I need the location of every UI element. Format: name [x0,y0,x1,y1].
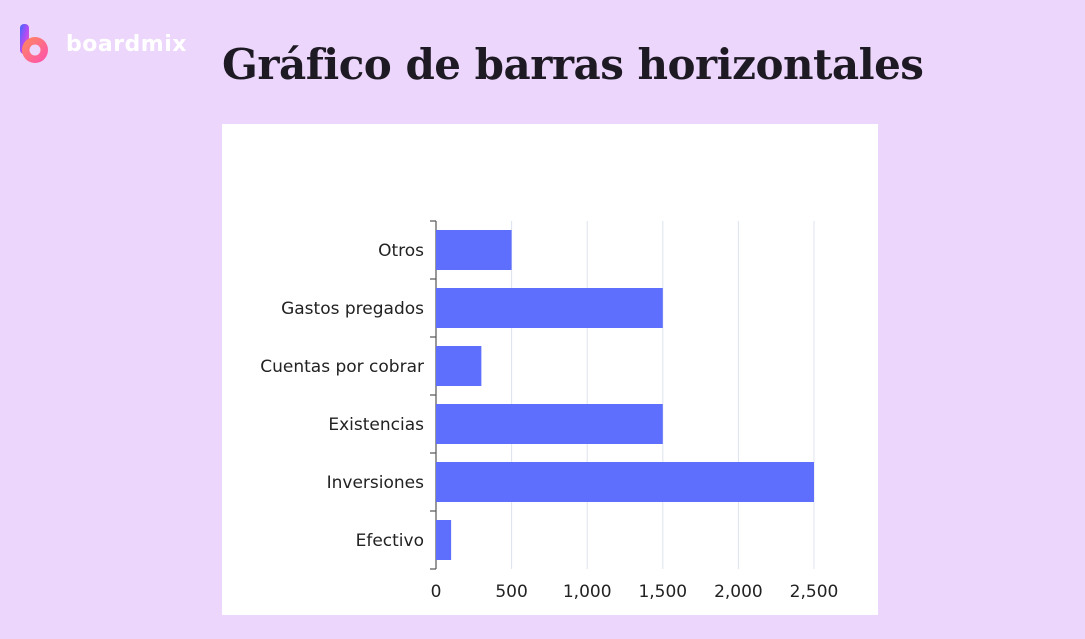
bar-cuentas-por-cobrar [436,346,482,386]
y-category-label: Otros [378,241,424,261]
brand-name: boardmix [66,31,187,57]
y-category-label: Existencias [328,415,424,435]
x-tick-label: 500 [495,582,527,602]
chart-panel: 0 500 1,000 1,500 2,000 2,500 Otros Gastos preg… [222,124,878,615]
bar-existencias [436,404,663,444]
y-category-label: Inversiones [327,473,425,493]
y-category-label: Efectivo [356,531,424,551]
bar-gastos-pregados [436,288,663,328]
bar-efectivo [436,520,452,560]
page-title: Gráfico de barras horizontales [222,40,924,89]
x-tick-label: 2,000 [714,582,763,602]
boardmix-logo-icon [18,22,52,66]
bar-inversiones [436,462,814,502]
x-tick-label: 2,500 [790,582,839,602]
y-category-label: Cuentas por cobrar [260,357,424,377]
y-category-label: Gastos pregados [281,299,424,319]
x-tick-label: 1,500 [638,582,687,602]
brand-logo: boardmix [18,22,187,66]
x-tick-label: 1,000 [563,582,612,602]
bar-otros [436,230,512,270]
bar-chart: 0 500 1,000 1,500 2,000 2,500 Otros Gastos preg… [260,220,839,602]
x-tick-label: 0 [431,582,442,602]
